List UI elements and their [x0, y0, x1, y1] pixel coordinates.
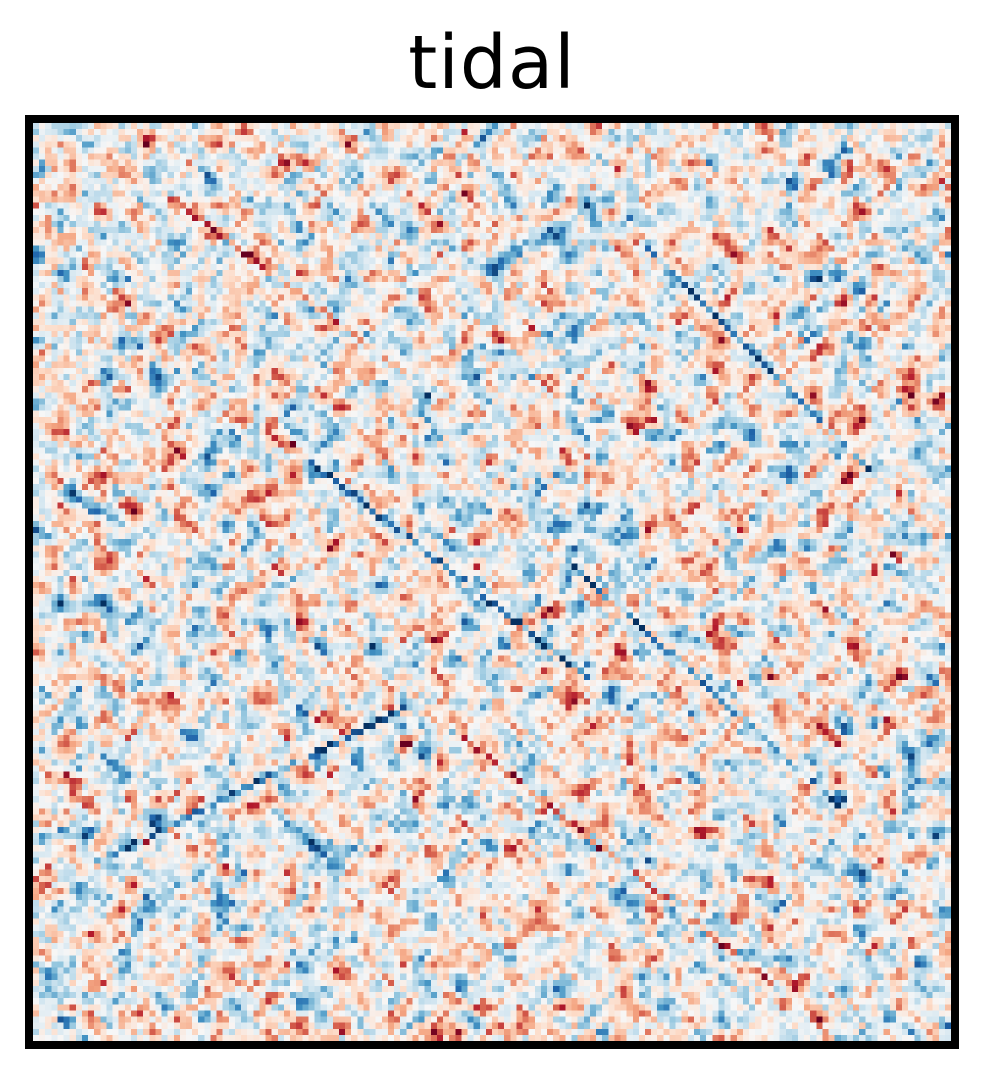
heatmap-field [33, 123, 951, 1041]
chart-title: tidal [408, 20, 576, 106]
heatmap-frame [25, 115, 959, 1049]
